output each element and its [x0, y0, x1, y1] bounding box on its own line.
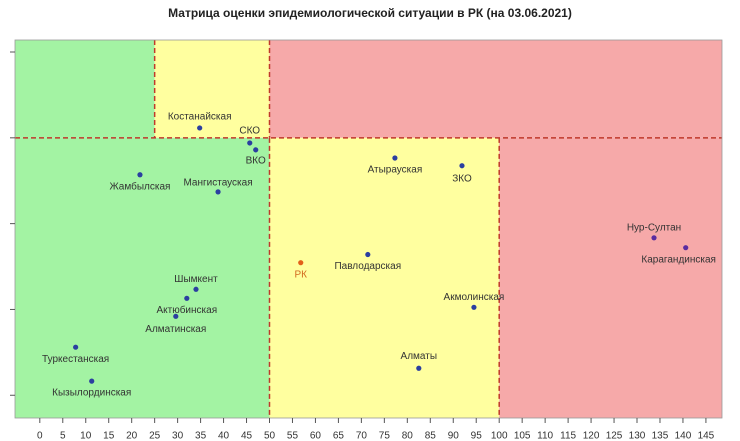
point [197, 125, 203, 131]
chart-title: Матрица оценки эпидемиологической ситуац… [168, 6, 572, 20]
zone [269, 40, 722, 138]
x-tick-label: 35 [195, 431, 207, 441]
x-tick-label: 100 [491, 431, 508, 441]
point [253, 147, 259, 153]
x-tick-label: 45 [241, 431, 253, 441]
x-tick-label: 20 [126, 431, 138, 441]
zone [269, 137, 500, 418]
point [173, 313, 179, 319]
point-label: Павлодарская [334, 261, 401, 272]
x-tick-label: 105 [514, 431, 531, 441]
point-label: Нур-Султан [627, 222, 681, 233]
point [416, 365, 422, 371]
point-label: Алматинская [145, 324, 206, 335]
x-tick-label: 135 [652, 431, 669, 441]
point-label: Костанайская [168, 112, 232, 123]
point [365, 251, 371, 258]
point-label: Карагандинская [641, 254, 716, 265]
x-tick-label: 120 [583, 431, 600, 441]
zone [154, 40, 270, 138]
point [73, 344, 79, 350]
x-tick-label: 25 [149, 431, 161, 441]
x-tick-label: 10 [80, 431, 92, 441]
x-tick-label: 85 [425, 431, 437, 441]
point-label: РК [294, 269, 307, 280]
x-tick-label: 30 [172, 431, 184, 441]
point-label: Атырауская [368, 165, 423, 176]
x-tick-label: 5 [60, 431, 66, 441]
point [392, 155, 398, 161]
point [184, 295, 190, 301]
point [247, 140, 253, 146]
point [215, 189, 221, 195]
point-label: ВКО [246, 155, 266, 166]
x-tick-label: 70 [356, 431, 368, 441]
x-tick-label: 90 [448, 431, 460, 441]
point [471, 304, 477, 310]
x-tick-label: 75 [379, 431, 391, 441]
point-label: Туркестанская [42, 354, 109, 365]
x-tick-label: 65 [333, 431, 345, 441]
point [89, 378, 95, 384]
point-label: СКО [239, 126, 260, 137]
zone [15, 137, 270, 418]
point-label: Мангистауская [183, 178, 252, 189]
x-tick-label: 0 [37, 431, 43, 441]
x-tick-label: 80 [402, 431, 414, 441]
point-label: Алматы [401, 351, 438, 362]
point-label: ЗКО [452, 173, 472, 184]
point-label: Кызылординская [52, 388, 131, 399]
x-tick-label: 55 [287, 431, 299, 441]
point [137, 172, 143, 178]
point-label: Акмолинская [444, 292, 505, 303]
x-tick-label: 40 [218, 431, 230, 441]
x-tick-label: 50 [264, 431, 276, 441]
x-tick-label: 95 [471, 431, 483, 441]
x-tick-label: 110 [537, 431, 553, 441]
point [683, 245, 689, 251]
x-tick-label: 15 [103, 431, 115, 441]
point [298, 260, 304, 266]
x-tick-label: 60 [310, 431, 322, 441]
zone [499, 137, 722, 418]
point-label: Шымкент [174, 274, 218, 285]
point-label: Жамбылская [109, 180, 170, 192]
x-tick-label: 125 [606, 431, 623, 441]
zone [15, 40, 155, 138]
x-tick-label: 145 [698, 431, 715, 441]
x-tick-label: 140 [675, 431, 692, 441]
point [651, 235, 657, 241]
point [193, 286, 199, 292]
x-tick-label: 115 [560, 431, 576, 441]
point-label: Актюбинская [156, 304, 217, 316]
point [459, 163, 465, 169]
x-tick-label: 130 [629, 431, 646, 441]
plot-frame [14, 39, 723, 419]
